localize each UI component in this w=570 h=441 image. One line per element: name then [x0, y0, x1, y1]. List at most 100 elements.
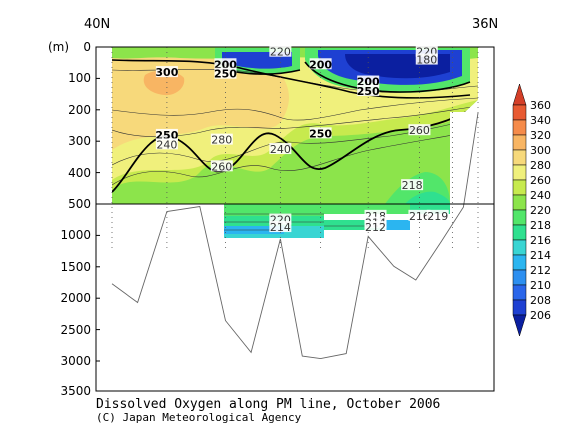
- y-tick-1000: 1000: [60, 228, 91, 242]
- contour-label-bg: [155, 66, 178, 78]
- colorbar: 206 208 210 212 214 216 218 220 240 260 280 300 320 3…: [512, 83, 551, 337]
- colorbar-segment: [512, 149, 527, 166]
- contour-label: 240: [156, 138, 177, 151]
- colorbar-segment: [512, 209, 527, 226]
- y-tick-2500: 2500: [60, 323, 91, 337]
- contour-label-bg: [415, 45, 438, 57]
- y-axis-ticks: [96, 46, 100, 392]
- colorbar-tick-label: 320: [530, 129, 551, 142]
- contour-250-top: [112, 59, 471, 99]
- y-unit-label: (m): [48, 40, 69, 54]
- colorbar-segment: [512, 299, 527, 316]
- colorbar-segment: [512, 164, 527, 181]
- contour-label-bg: [401, 179, 424, 191]
- deep-patch-3: [324, 220, 384, 230]
- contour-label: 240: [270, 143, 291, 156]
- deep-patch-5: [410, 204, 450, 214]
- contour-label: 280: [211, 134, 232, 147]
- contour-label-bg: [408, 209, 431, 221]
- contour-label: 214: [270, 221, 291, 234]
- contour-label: 250: [357, 85, 380, 98]
- colorbar-segment: [512, 239, 527, 256]
- contour-label: 219: [427, 210, 448, 223]
- upper-contour-field: [112, 47, 478, 204]
- contour-label-bg: [269, 213, 292, 225]
- contour-label: 260: [211, 160, 232, 173]
- contour-label-bg: [269, 221, 292, 233]
- y-tick-0: 0: [83, 40, 91, 54]
- deep-patch-2: [324, 204, 450, 214]
- colorbar-segment: [512, 119, 527, 136]
- y-tick-3000: 3000: [60, 354, 91, 368]
- contour-label-bg: [357, 84, 380, 96]
- contour-label-bg: [309, 127, 332, 139]
- contour-label: 216: [409, 210, 430, 223]
- deep-patch-4: [384, 220, 410, 230]
- colorbar-tick-label: 240: [530, 189, 551, 202]
- contour-label: 250: [214, 68, 237, 81]
- colorbar-segment: [512, 134, 527, 151]
- colorbar-tick-label: 300: [530, 144, 551, 157]
- contour-200-b: [304, 61, 471, 93]
- colorbar-tick-label: 212: [530, 264, 551, 277]
- contour-label-bg: [269, 45, 292, 57]
- contour-label: 300: [155, 66, 178, 79]
- contour-label-bg: [214, 58, 237, 70]
- contour-label: 180: [416, 54, 437, 67]
- y-tick-labels: 0 100 200 300 400 500 1000 1500 2000 250…: [60, 40, 91, 398]
- contour-label: 260: [409, 124, 430, 137]
- contour-label-bg: [426, 209, 449, 221]
- x-left-label: 40N: [84, 17, 110, 32]
- y-tick-100: 100: [68, 71, 91, 85]
- bottom-topography-line: [111, 112, 479, 360]
- y-tick-200: 200: [68, 103, 91, 117]
- colorbar-segment: [512, 179, 527, 196]
- chart-title: Dissolved Oxygen along PM line, October …: [96, 397, 440, 412]
- y-tick-300: 300: [68, 134, 91, 148]
- deep-patch-1b: [224, 204, 324, 216]
- contour-label-bg: [415, 53, 438, 65]
- y-tick-2000: 2000: [60, 291, 91, 305]
- contour-label: 218: [402, 179, 423, 192]
- colorbar-segment: [512, 269, 527, 286]
- colorbar-segment: [512, 194, 527, 211]
- colorbar-tick-label: 206: [530, 309, 551, 322]
- contour-label-bg: [269, 143, 292, 155]
- y-tick-400: 400: [68, 166, 91, 180]
- colorbar-tick-label: 216: [530, 234, 551, 247]
- colorbar-tick-label: 220: [530, 204, 551, 217]
- colorbar-segment: [512, 314, 527, 337]
- colorbar-tick-label: 280: [530, 159, 551, 172]
- contour-label-bg: [155, 128, 178, 140]
- colorbar-segment: [512, 104, 527, 121]
- colorbar-tick-label: 260: [530, 174, 551, 187]
- contour-label-bg: [364, 209, 387, 221]
- contour-label-bg: [210, 133, 233, 145]
- low-bottom-right-2: [405, 191, 450, 204]
- contour-label-bg: [309, 58, 332, 70]
- colorbar-tick-label: 208: [530, 294, 551, 307]
- contour-label: 250: [309, 127, 332, 140]
- colorbar-tick-label: 360: [530, 99, 551, 112]
- colorbar-tick-label: 218: [530, 219, 551, 232]
- contour-label: 220: [270, 46, 291, 59]
- contour-label-bg: [408, 124, 431, 136]
- x-right-label: 36N: [472, 17, 498, 32]
- colorbar-tick-label: 210: [530, 279, 551, 292]
- contour-label-bg: [357, 75, 380, 87]
- colorbar-tick-label: 214: [530, 249, 551, 262]
- plot-frame: [95, 46, 495, 392]
- y-tick-3500: 3500: [60, 384, 91, 398]
- y-tick-500: 500: [68, 197, 91, 211]
- colorbar-segment: [512, 83, 527, 106]
- contour-label-bg: [214, 67, 237, 79]
- contour-label-bg: [155, 138, 178, 150]
- contour-label-bg: [210, 160, 233, 172]
- colorbar-tick-label: 340: [530, 114, 551, 127]
- colorbar-segment: [512, 224, 527, 241]
- contour-label-bg: [364, 221, 387, 233]
- missing-data-notch: [450, 100, 478, 204]
- y-tick-1500: 1500: [60, 260, 91, 274]
